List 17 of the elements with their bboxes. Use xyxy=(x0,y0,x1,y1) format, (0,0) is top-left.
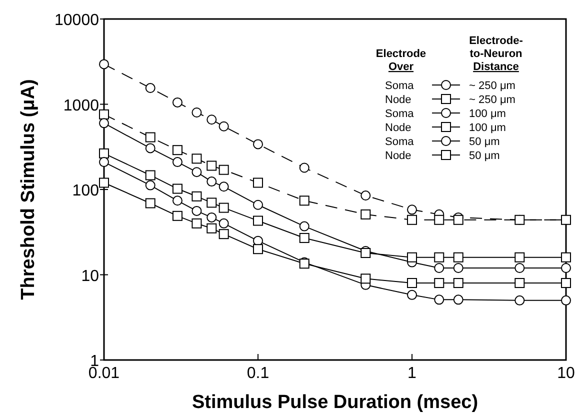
x-axis-title: Stimulus Pulse Duration (msec) xyxy=(192,392,478,413)
text: Node 100 μm xyxy=(385,122,506,134)
text: Soma 50 μm xyxy=(385,136,500,148)
text: Electrode Over xyxy=(376,48,426,73)
y-tick-label: 100 xyxy=(72,182,100,200)
text: Electrode-to-Neuron Distance xyxy=(469,35,523,73)
x-tick-label: 1 xyxy=(408,365,417,382)
text: Soma ~ 250 μm xyxy=(385,80,516,92)
y-tick-label: 10000 xyxy=(54,12,100,29)
y-axis-title: Threshold Stimulus (μA) xyxy=(18,79,39,300)
text: Node 50 μm xyxy=(385,150,500,162)
y-tick-label: 10 xyxy=(81,268,100,285)
x-tick-label: 10 xyxy=(557,365,575,382)
x-tick-label: 0.1 xyxy=(246,365,270,382)
y-tick-label: 1000 xyxy=(63,97,100,114)
text: Node ~ 250 μm xyxy=(385,94,516,106)
text: Soma 100 μm xyxy=(385,108,506,120)
